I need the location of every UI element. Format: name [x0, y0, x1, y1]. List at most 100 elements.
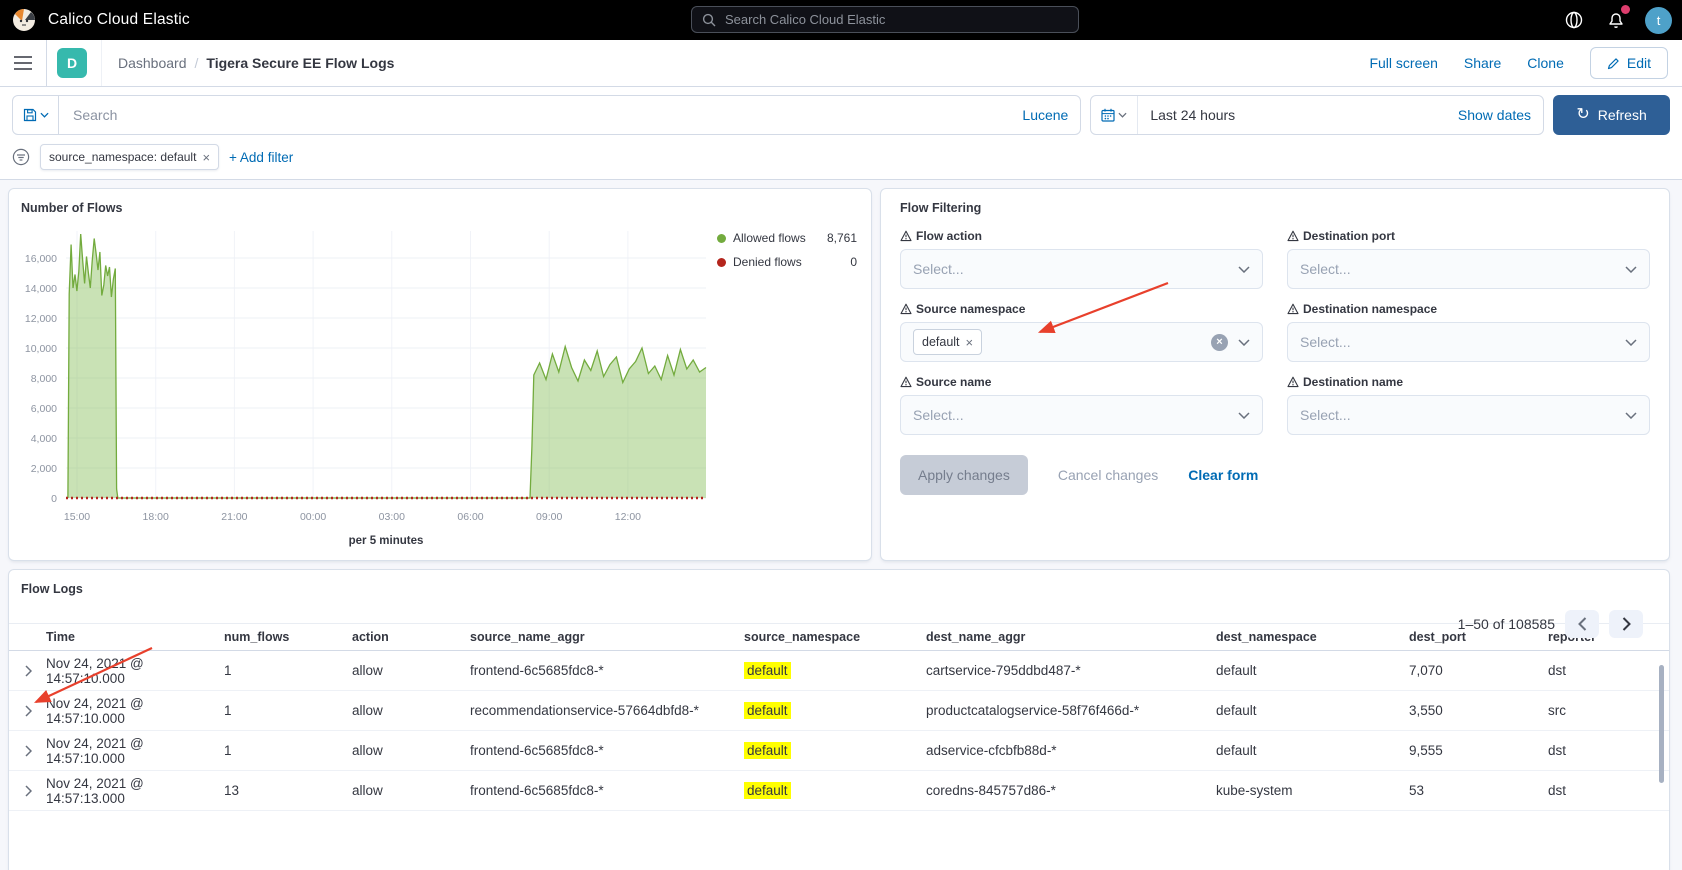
- destination-port-select[interactable]: Select...: [1287, 249, 1650, 289]
- user-avatar[interactable]: t: [1645, 6, 1672, 34]
- field-label: Source name: [916, 375, 992, 389]
- query-language-toggle[interactable]: Lucene: [1022, 107, 1069, 123]
- filter-options-icon[interactable]: [12, 148, 30, 166]
- cancel-changes-button[interactable]: Cancel changes: [1057, 467, 1159, 483]
- expand-row-icon[interactable]: [25, 691, 46, 730]
- global-search-input[interactable]: [723, 11, 1068, 28]
- time-range-value[interactable]: Last 24 hours: [1150, 107, 1236, 123]
- next-page-button[interactable]: [1609, 610, 1643, 638]
- breadcrumb-dashboard[interactable]: Dashboard: [118, 55, 187, 71]
- calendar-menu-button[interactable]: [1091, 96, 1139, 134]
- table-row: Nov 24, 2021 @ 14:57:10.000 1 allow reco…: [9, 691, 1669, 731]
- svg-text:6,000: 6,000: [31, 403, 57, 415]
- filter-bar: source_namespace: default × + Add filter: [12, 144, 1670, 170]
- table-scrollbar[interactable]: [1659, 665, 1664, 783]
- previous-page-button[interactable]: [1565, 610, 1599, 638]
- expand-row-icon[interactable]: [25, 651, 46, 690]
- cell-source-namespace: default: [744, 662, 926, 679]
- column-header: dest_namespace: [1216, 630, 1317, 644]
- column-header: source_name_aggr: [470, 630, 585, 644]
- table-row: Nov 24, 2021 @ 14:57:10.000 1 allow fron…: [9, 651, 1669, 691]
- cell-dest-name-aggr: productcatalogservice-58f76f466d-*: [926, 703, 1140, 718]
- expand-row-icon[interactable]: [25, 731, 46, 770]
- cell-dest-port: 9,555: [1409, 743, 1443, 758]
- cell-time: Nov 24, 2021 @ 14:57:10.000: [46, 655, 144, 686]
- cell-action: allow: [352, 663, 383, 678]
- cell-source-name-aggr: recommendationservice-57664dbfd8-*: [470, 703, 699, 718]
- cell-time: Nov 24, 2021 @ 14:57:10.000: [46, 735, 144, 766]
- cell-source-namespace: default: [744, 702, 926, 719]
- menu-icon[interactable]: [0, 40, 47, 86]
- legend-item-denied[interactable]: Denied flows 0: [717, 255, 857, 269]
- clear-form-button[interactable]: Clear form: [1188, 467, 1259, 483]
- chevron-down-icon: [1625, 338, 1637, 346]
- remove-chip-icon[interactable]: ×: [965, 334, 974, 350]
- field-label: Source namespace: [916, 302, 1026, 316]
- share-link[interactable]: Share: [1463, 55, 1502, 71]
- notifications-icon[interactable]: [1603, 5, 1630, 33]
- destination-name-select[interactable]: Select...: [1287, 395, 1650, 435]
- cell-reporter: dst: [1548, 743, 1567, 758]
- chevron-down-icon: [1238, 411, 1250, 419]
- svg-text:03:00: 03:00: [379, 511, 405, 523]
- warning-icon: [1287, 376, 1299, 388]
- remove-filter-icon[interactable]: ×: [202, 149, 211, 165]
- field-label: Destination port: [1303, 229, 1395, 243]
- destination-namespace-select[interactable]: Select...: [1287, 322, 1650, 362]
- number-of-flows-panel: Number of Flows 15:00 18:00 21:00 00:00 03:0…: [8, 188, 872, 561]
- highlighted-value: default: [744, 662, 791, 679]
- column-header: num_flows: [224, 630, 290, 644]
- cell-source-name-aggr: frontend-6c5685fdc8-*: [470, 783, 604, 798]
- source-name-select[interactable]: Select...: [900, 395, 1263, 435]
- topbar-brand: Calico Cloud Elastic: [0, 8, 190, 32]
- full-screen-link[interactable]: Full screen: [1369, 55, 1438, 71]
- dashboard-badge[interactable]: D: [57, 48, 87, 78]
- svg-text:2,000: 2,000: [31, 463, 57, 475]
- cell-dest-namespace: default: [1216, 663, 1257, 678]
- edit-button[interactable]: Edit: [1589, 47, 1668, 79]
- flow-logs-panel: Flow Logs 1–50 of 108585 Time num_flows …: [8, 569, 1670, 870]
- apply-changes-button[interactable]: Apply changes: [900, 455, 1028, 495]
- search-icon: [702, 13, 716, 27]
- add-filter-link[interactable]: + Add filter: [229, 149, 294, 165]
- field-source-namespace: Source namespace default × ×: [900, 302, 1263, 362]
- refresh-label: Refresh: [1597, 107, 1647, 123]
- refresh-button[interactable]: ↻ Refresh: [1553, 95, 1670, 135]
- query-search-input[interactable]: [71, 106, 999, 124]
- flow-filtering-actions: Apply changes Cancel changes Clear form: [900, 455, 1650, 495]
- chevron-down-icon: [1118, 112, 1127, 118]
- source-namespace-select[interactable]: default × ×: [900, 322, 1263, 362]
- saved-query-menu-button[interactable]: [13, 96, 59, 134]
- deployments-icon[interactable]: [1561, 7, 1587, 33]
- cell-dest-name-aggr: coredns-845757d86-*: [926, 783, 1056, 798]
- warning-icon: [900, 303, 912, 315]
- column-header: Time: [46, 630, 75, 644]
- legend-item-allowed[interactable]: Allowed flows 8,761: [717, 231, 857, 245]
- date-picker-group: Last 24 hours Show dates: [1090, 95, 1545, 135]
- flow-action-select[interactable]: Select...: [900, 249, 1263, 289]
- expand-row-icon[interactable]: [25, 771, 46, 810]
- edit-button-label: Edit: [1626, 55, 1651, 71]
- cell-action: allow: [352, 783, 383, 798]
- svg-text:18:00: 18:00: [143, 511, 169, 523]
- cell-dest-port: 53: [1409, 783, 1425, 798]
- warning-icon: [1287, 230, 1299, 242]
- show-dates-link[interactable]: Show dates: [1457, 107, 1532, 123]
- chevron-down-icon: [1238, 338, 1250, 346]
- selected-value-chip[interactable]: default ×: [913, 329, 983, 355]
- column-header: dest_name_aggr: [926, 630, 1026, 644]
- global-search[interactable]: [691, 6, 1079, 33]
- filter-pill-source-namespace[interactable]: source_namespace: default ×: [40, 144, 220, 170]
- query-bar: Lucene Last 24 hours Show dates ↻ Refres…: [0, 87, 1682, 180]
- warning-icon: [900, 230, 912, 242]
- svg-text:16,000: 16,000: [25, 253, 57, 265]
- dashboard-content: Number of Flows 15:00 18:00 21:00 00:00 03:0…: [0, 180, 1682, 870]
- legend-value: 0: [850, 255, 857, 269]
- chevron-down-icon: [1625, 411, 1637, 419]
- cell-reporter: src: [1548, 703, 1566, 718]
- svg-text:0: 0: [51, 493, 57, 505]
- column-header: source_namespace: [744, 630, 861, 644]
- clone-link[interactable]: Clone: [1527, 55, 1564, 71]
- clear-selection-icon[interactable]: ×: [1211, 333, 1228, 351]
